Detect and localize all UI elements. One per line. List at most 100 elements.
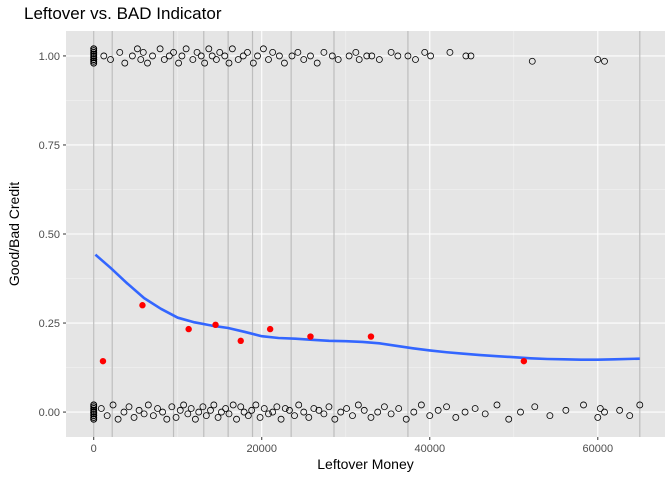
jitter-point [461, 408, 469, 416]
jitter-point [402, 415, 410, 423]
jitter-point [90, 403, 98, 411]
jitter-point [216, 48, 224, 56]
jitter-point [225, 410, 233, 418]
jitter-point [421, 48, 429, 56]
jitter-point [616, 406, 624, 414]
jitter-point [149, 52, 156, 60]
jitter-point [354, 401, 362, 409]
jitter-point [233, 415, 240, 423]
jitter-point [328, 52, 336, 60]
jitter-point [90, 52, 98, 60]
jitter-point [244, 412, 252, 420]
jitter-point [265, 56, 272, 63]
jitter-point [531, 403, 539, 411]
jitter-point [90, 412, 98, 420]
jitter-point [205, 45, 213, 53]
jitter-point [601, 57, 608, 65]
jitter-point [528, 57, 536, 65]
jitter-point [349, 412, 356, 420]
jitter-point [307, 52, 314, 60]
jitter-point [360, 406, 368, 414]
jitter-point [313, 59, 321, 67]
jitter-point [374, 408, 382, 416]
jitter-point [187, 405, 195, 412]
jitter-point [594, 414, 602, 421]
jitter-point [394, 52, 402, 60]
mean-point [139, 302, 146, 309]
jitter-point [175, 59, 182, 67]
jitter-point [315, 406, 323, 414]
jitter-point [355, 56, 363, 63]
mean-point [237, 337, 244, 345]
jitter-point [160, 56, 168, 63]
jitter-point [172, 414, 180, 421]
jitter-point [417, 401, 425, 409]
jitter-point [596, 405, 604, 412]
jitter-point [144, 401, 152, 409]
jitter-point [249, 59, 257, 67]
jitter-point [191, 415, 199, 423]
jitter-point [234, 56, 242, 63]
jitter-point [310, 405, 318, 412]
jitter-point [294, 48, 302, 56]
jitter-point [334, 56, 342, 63]
jitter-point [331, 415, 339, 423]
jitter-point [90, 56, 98, 63]
jitter-point [387, 48, 395, 56]
jitter-point [300, 56, 308, 63]
jitter-point [237, 403, 245, 411]
jitter-point [90, 48, 98, 56]
jitter-point [375, 56, 383, 63]
jitter-point [269, 408, 277, 416]
jitter-point [201, 59, 209, 67]
x-tick-label: 20000 [246, 443, 277, 455]
jitter-point [254, 52, 261, 60]
mean-point [520, 357, 528, 365]
jitter-point [434, 406, 442, 414]
y-tick-label: 0.75 [39, 140, 60, 152]
jitter-point [202, 412, 210, 420]
jitter-point [90, 47, 98, 54]
jitter-point [244, 48, 251, 56]
jitter-point [212, 56, 220, 63]
jitter-point [195, 408, 203, 416]
jitter-point [481, 410, 489, 418]
jitter-point [90, 415, 98, 423]
jitter-point [636, 401, 644, 409]
jitter-point [90, 50, 98, 58]
x-tick-label: 40000 [414, 443, 445, 455]
jitter-point [269, 48, 277, 56]
jitter-point [281, 405, 289, 412]
jitter-point [404, 52, 412, 60]
jitter-point [337, 408, 345, 416]
jitter-point [134, 45, 141, 53]
jitter-point [90, 406, 98, 414]
jitter-point [222, 405, 230, 412]
jitter-point [446, 48, 454, 56]
jitter-point [90, 54, 98, 62]
jitter-point [184, 410, 192, 418]
jitter-point [546, 412, 554, 420]
jitter-point [493, 401, 501, 409]
jitter-point [381, 403, 388, 411]
jitter-point [182, 45, 190, 53]
jitter-point [443, 403, 450, 411]
jitter-point [154, 405, 161, 412]
jitter-point [121, 59, 129, 67]
y-axis-title: Good/Bad Credit [6, 181, 22, 287]
jitter-point [100, 52, 108, 60]
jitter-point [343, 405, 350, 412]
jitter-point [199, 403, 207, 411]
x-axis-title: Leftover Money [317, 456, 414, 472]
jitter-point [214, 414, 222, 421]
jitter-point [286, 406, 293, 414]
chart-title: Leftover vs. BAD Indicator [24, 4, 222, 23]
jitter-point [168, 403, 176, 411]
mean-point [367, 333, 375, 340]
jitter-point [137, 56, 145, 63]
jitter-point [163, 415, 171, 423]
mean-point [266, 325, 274, 333]
mean-point [307, 333, 314, 340]
